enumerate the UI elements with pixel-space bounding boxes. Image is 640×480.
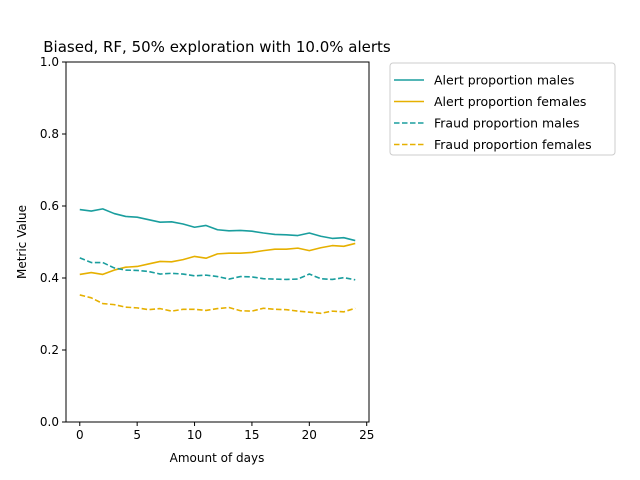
x-tick-label: 0 (76, 428, 84, 442)
chart-title: Biased, RF, 50% exploration with 10.0% a… (43, 38, 391, 56)
y-tick-label: 0.6 (40, 199, 59, 213)
legend-label-1: Alert proportion males (434, 73, 574, 88)
x-tick-label: 5 (133, 428, 141, 442)
series-line-3 (79, 257, 356, 281)
legend-label-2: Alert proportion females (434, 94, 586, 109)
x-axis-label: Amount of days (170, 451, 265, 465)
series-line-2 (79, 242, 356, 276)
y-tick-label: 0.0 (40, 415, 59, 429)
legend-label-4: Fraud proportion females (434, 137, 592, 152)
y-tick-label: 0.2 (40, 343, 59, 357)
y-tick-label: 0.4 (40, 271, 59, 285)
series-line-1 (79, 208, 356, 242)
plot-frame (65, 61, 370, 423)
x-tick-label: 10 (187, 428, 202, 442)
x-tick-label: 15 (244, 428, 259, 442)
series-lines (79, 208, 356, 315)
y-tick-label: 1.0 (40, 55, 59, 69)
y-tick-label: 0.8 (40, 127, 59, 141)
x-tick-label: 25 (359, 428, 374, 442)
x-axis-ticks: 0 5 10 15 20 25 (76, 422, 374, 442)
legend: Alert proportion males Alert proportion f… (389, 62, 616, 156)
y-axis-label: Metric Value (15, 205, 29, 279)
x-tick-label: 20 (302, 428, 317, 442)
legend-frame (389, 62, 616, 156)
legend-label-3: Fraud proportion males (434, 116, 580, 131)
series-line-4 (79, 294, 356, 315)
y-axis-ticks: 0.0 0.2 0.4 0.6 0.8 1.0 (40, 55, 66, 429)
